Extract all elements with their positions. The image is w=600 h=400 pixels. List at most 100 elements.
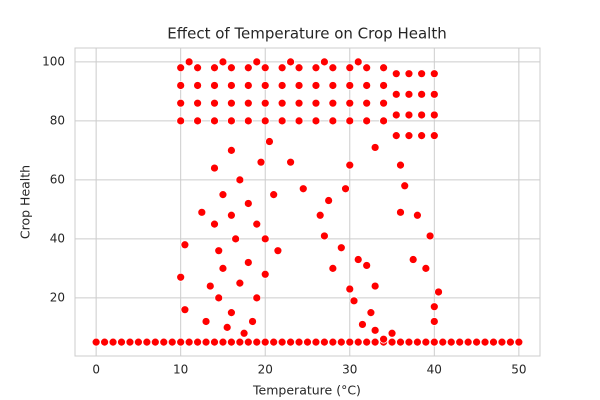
point bbox=[150, 337, 160, 347]
point bbox=[218, 337, 228, 347]
point bbox=[176, 272, 186, 282]
point bbox=[353, 255, 363, 264]
point bbox=[176, 63, 186, 73]
point bbox=[201, 317, 211, 326]
point bbox=[286, 157, 295, 167]
point bbox=[370, 281, 380, 291]
point bbox=[311, 116, 321, 126]
point bbox=[362, 81, 372, 90]
point bbox=[417, 69, 427, 79]
point bbox=[345, 116, 355, 126]
point bbox=[277, 116, 287, 126]
point bbox=[180, 240, 190, 250]
point bbox=[362, 261, 372, 270]
point bbox=[243, 81, 253, 90]
point bbox=[134, 337, 143, 347]
point bbox=[260, 337, 270, 347]
point bbox=[396, 207, 405, 217]
point bbox=[349, 296, 359, 306]
point bbox=[362, 63, 372, 73]
point bbox=[320, 231, 329, 241]
y-tick-label: 80 bbox=[50, 113, 65, 127]
point bbox=[328, 63, 338, 73]
point bbox=[379, 334, 388, 344]
point bbox=[277, 63, 287, 73]
point bbox=[180, 305, 190, 315]
point bbox=[243, 199, 253, 208]
point bbox=[497, 337, 507, 347]
chart-title: Effect of Temperature on Crop Health bbox=[167, 25, 446, 43]
point bbox=[269, 337, 279, 347]
point bbox=[404, 131, 414, 141]
point bbox=[197, 207, 207, 217]
point bbox=[400, 181, 410, 191]
point bbox=[227, 81, 236, 90]
point bbox=[243, 337, 253, 347]
point bbox=[210, 163, 219, 173]
point bbox=[404, 69, 414, 79]
point bbox=[227, 98, 236, 108]
point bbox=[167, 337, 177, 347]
point bbox=[417, 131, 427, 141]
point bbox=[417, 110, 427, 120]
point bbox=[345, 160, 355, 170]
point bbox=[210, 116, 219, 126]
point bbox=[218, 263, 228, 273]
point bbox=[417, 89, 427, 99]
point bbox=[227, 210, 236, 220]
point bbox=[176, 337, 186, 347]
point bbox=[273, 246, 283, 256]
point bbox=[277, 81, 287, 90]
x-tick-label: 30 bbox=[342, 363, 357, 377]
point bbox=[184, 337, 194, 347]
point bbox=[256, 157, 266, 167]
point bbox=[193, 337, 202, 347]
point bbox=[294, 81, 304, 90]
point bbox=[210, 81, 219, 90]
point bbox=[227, 337, 236, 347]
x-tick-label: 50 bbox=[511, 363, 526, 377]
point bbox=[286, 337, 295, 347]
point bbox=[294, 116, 304, 126]
point bbox=[345, 284, 355, 294]
point bbox=[429, 302, 439, 312]
point bbox=[311, 63, 321, 73]
point bbox=[294, 98, 304, 108]
point bbox=[429, 317, 439, 326]
point bbox=[429, 89, 439, 99]
point bbox=[91, 337, 101, 347]
point bbox=[328, 263, 338, 273]
x-axis-label: Temperature (°C) bbox=[252, 383, 361, 398]
point bbox=[396, 337, 405, 347]
point bbox=[379, 63, 388, 73]
point bbox=[218, 190, 228, 200]
x-tick-label: 20 bbox=[258, 363, 273, 377]
point bbox=[260, 234, 270, 244]
point bbox=[362, 116, 372, 126]
plot-area bbox=[74, 47, 541, 357]
point bbox=[269, 190, 279, 200]
point bbox=[294, 63, 304, 73]
x-tick-label: 10 bbox=[173, 363, 188, 377]
x-tick-label: 40 bbox=[427, 363, 442, 377]
point bbox=[193, 116, 202, 126]
point bbox=[210, 219, 219, 229]
point bbox=[404, 89, 414, 99]
point bbox=[125, 337, 135, 347]
point bbox=[328, 116, 338, 126]
point bbox=[413, 337, 422, 347]
point bbox=[345, 98, 355, 108]
point bbox=[480, 337, 490, 347]
point bbox=[311, 98, 321, 108]
point bbox=[353, 57, 363, 67]
point bbox=[404, 337, 414, 347]
point bbox=[176, 116, 186, 126]
point bbox=[345, 63, 355, 73]
point bbox=[358, 320, 367, 329]
point bbox=[362, 337, 372, 347]
point bbox=[265, 137, 274, 146]
point bbox=[379, 116, 388, 126]
point bbox=[362, 98, 372, 108]
point bbox=[210, 63, 219, 73]
